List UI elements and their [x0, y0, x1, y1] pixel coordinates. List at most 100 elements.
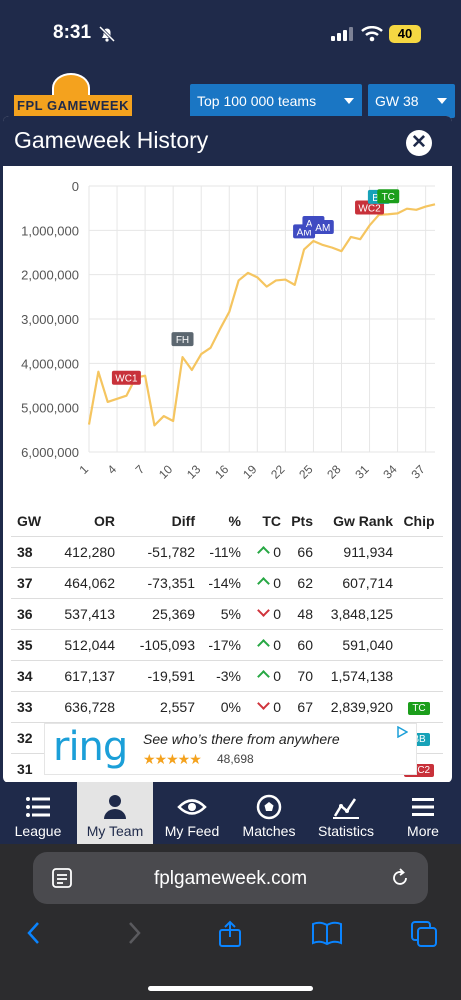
rank-series-line [87, 203, 436, 427]
cell-diff: -19,591 [117, 659, 197, 691]
cell-tc: 0 [243, 659, 283, 691]
bookmarks-icon[interactable] [311, 920, 343, 946]
back-icon[interactable] [24, 920, 44, 946]
arrow-up-icon [257, 545, 271, 559]
nav-statistics[interactable]: Statistics [308, 782, 384, 844]
cell-gw: 38 [11, 535, 45, 567]
x-tick-label: 7 [133, 462, 148, 477]
gameweek-history-modal: Gameweek History ✕ 0 1,000,000 2,000,000 3,… [3, 116, 452, 783]
reader-mode-icon[interactable] [51, 867, 73, 889]
cell-diff: -105,093 [117, 628, 197, 660]
cell-or: 617,137 [45, 659, 117, 691]
ad-banner[interactable]: ring See who’s there from anywhere ★★★★★… [44, 723, 417, 775]
gameweek-value: GW 38 [375, 93, 419, 109]
nav-my-team[interactable]: My Team [77, 782, 153, 844]
ad-rating-count: 48,698 [217, 752, 254, 766]
column-header-gw[interactable]: GW [17, 512, 42, 529]
column-header-tc[interactable]: TC [262, 512, 281, 529]
table-row[interactable]: 37 464,062 -73,351 -14% 0 62 607,714 [11, 566, 443, 598]
chip-marker [355, 200, 385, 215]
bell-slash-icon [98, 25, 116, 43]
nav-matches[interactable]: Matches [231, 782, 307, 844]
cell-gw: 31 [11, 752, 45, 783]
forward-icon[interactable] [124, 920, 144, 946]
table-row[interactable]: 38 412,280 -51,782 -11% 0 66 911,934 [11, 535, 443, 567]
gameweek-select[interactable]: GW 38 [368, 84, 455, 118]
x-tick-label: 19 [240, 462, 260, 482]
y-tick-label: 5,000,000 [21, 401, 79, 416]
cell-diff: -51,782 [117, 535, 197, 567]
close-button[interactable]: ✕ [406, 130, 432, 156]
ad-choices-icon[interactable] [396, 726, 408, 738]
arrow-up-icon [257, 669, 271, 683]
chart-icon [333, 798, 359, 819]
nav-my-feed[interactable]: My Feed [154, 782, 230, 844]
column-header-pts[interactable]: Pts [291, 512, 313, 529]
chip-marker-label: WC1 [115, 374, 138, 385]
ad-rating-stars: ★★★★★ [143, 751, 202, 767]
cell-diff: 2,557 [117, 690, 197, 722]
home-indicator [148, 986, 313, 991]
teams-filter-select[interactable]: Top 100 000 teams [190, 84, 362, 118]
share-icon[interactable] [216, 920, 244, 948]
column-header-rank[interactable]: Gw Rank [333, 512, 393, 529]
url-bar[interactable]: fplgameweek.com [33, 852, 428, 904]
football-icon [256, 794, 282, 820]
cell-pct: -14% [197, 566, 243, 598]
table-row[interactable]: 36 537,413 25,369 5% 0 48 3,848,125 [11, 597, 443, 629]
chip-marker-label: AM [315, 223, 330, 234]
chip-marker [171, 332, 194, 347]
cell-chip [395, 628, 443, 660]
nav-label: My Team [86, 823, 144, 839]
cell-rank: 3,848,125 [315, 597, 395, 629]
column-header-chip[interactable]: Chip [403, 512, 435, 529]
tabs-icon[interactable] [410, 920, 438, 948]
nav-label: Matches [242, 823, 296, 839]
column-header-pct[interactable]: % [228, 512, 241, 529]
arrow-down-icon [257, 603, 271, 617]
table-body: 38 412,280 -51,782 -11% 0 66 911,934 37 464,062-… [11, 535, 443, 783]
reload-icon[interactable] [389, 867, 411, 889]
x-tick-label: 4 [105, 462, 120, 477]
bottom-nav: League My Team My Feed Matches Statistic… [0, 782, 461, 844]
nav-more[interactable]: More [385, 782, 461, 844]
cell-pct: -11% [197, 535, 243, 567]
cell-rank: 591,040 [315, 628, 395, 660]
cell-chip [395, 535, 443, 567]
arrow-up-icon [257, 638, 271, 652]
arrow-down-icon [257, 696, 271, 710]
cell-tc: 0 [243, 535, 283, 567]
table-row[interactable]: 35 512,044 -105,093 -17% 0 60 591,040 [11, 628, 443, 660]
nav-league[interactable]: League [0, 782, 76, 844]
tc-value: 0 [273, 698, 281, 715]
tc-value: 0 [273, 636, 281, 653]
ad-brand-logo: ring [53, 724, 128, 770]
nav-label: League [14, 823, 62, 839]
teams-filter-value: Top 100 000 teams [197, 93, 317, 109]
cell-pts: 62 [283, 566, 315, 598]
column-header-diff[interactable]: Diff [171, 512, 195, 529]
cell-diff: 25,369 [117, 597, 197, 629]
rank-history-chart: 0 1,000,000 2,000,000 3,000,000 4,000,000 5,0… [3, 166, 452, 506]
signal-icon [331, 27, 353, 41]
rank-history-chart-svg: 0 1,000,000 2,000,000 3,000,000 4,000,000 5,0… [21, 179, 436, 482]
person-icon [104, 795, 126, 819]
site-logo[interactable]: FPL GAMEWEEK [14, 95, 132, 117]
wifi-icon [361, 26, 383, 42]
y-tick-label: 6,000,000 [21, 445, 79, 460]
history-table: GW OR Diff% TC Pts Gw Rank Chip 38 412,280 -51,7… [11, 506, 443, 783]
cell-or: 464,062 [45, 566, 117, 598]
modal-title: Gameweek History [14, 127, 209, 153]
chip-badge: TC [408, 702, 430, 715]
column-header-or[interactable]: OR [94, 512, 115, 529]
x-tick-label: 25 [296, 462, 316, 482]
cell-chip [395, 597, 443, 629]
cell-tc: 0 [243, 628, 283, 660]
cell-tc: 0 [243, 566, 283, 598]
cell-gw: 34 [11, 659, 45, 691]
x-tick-label: 1 [76, 462, 91, 477]
table-row[interactable]: 34 617,137 -19,591 -3% 0 70 1,574,138 [11, 659, 443, 691]
cell-rank: 911,934 [315, 535, 395, 567]
table-row[interactable]: 33 636,728 2,557 0% 0 67 2,839,920 TC [11, 690, 443, 722]
cell-gw: 35 [11, 628, 45, 660]
